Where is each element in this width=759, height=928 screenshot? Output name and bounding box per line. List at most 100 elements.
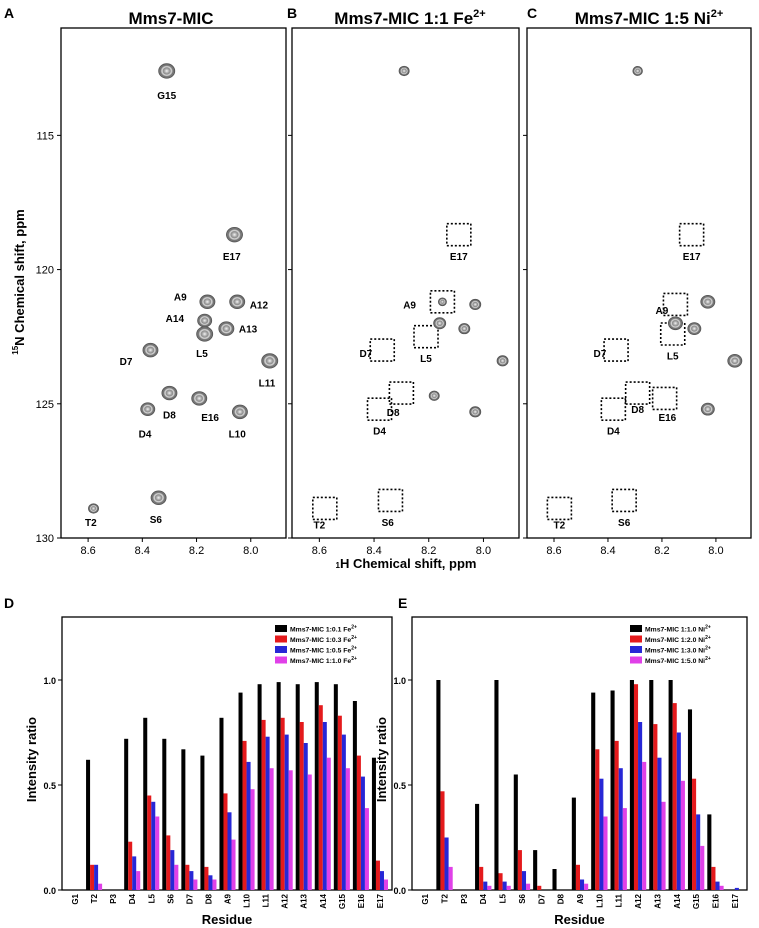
y-axis-label: Intensity ratio xyxy=(24,717,39,802)
bar-t2-series-1 xyxy=(436,680,441,890)
missing-peak-box xyxy=(678,222,705,247)
category-label: L11 xyxy=(262,893,271,907)
category-label: L10 xyxy=(243,893,252,907)
bar-t2-series-3 xyxy=(94,864,99,890)
peak-unlabeled xyxy=(727,354,743,368)
peak-d4 xyxy=(140,402,156,416)
bar-e16-series-1 xyxy=(707,814,712,890)
legend-swatch xyxy=(275,635,287,643)
missing-peak-box xyxy=(651,386,678,411)
bar-d8-series-3 xyxy=(208,875,213,890)
peak-unlabeled xyxy=(687,322,702,336)
bar-t2-series-2 xyxy=(440,791,445,890)
category-label: D4 xyxy=(479,893,488,904)
bar-d7-series-4 xyxy=(193,879,198,890)
legend-label-sup: 2+ xyxy=(351,625,357,631)
bar-a12-series-1 xyxy=(629,680,634,890)
missing-peak-box xyxy=(312,496,338,521)
bar-e16-series-1 xyxy=(352,701,357,890)
x-tick-label: 8.2 xyxy=(189,545,204,557)
peak-label: E17 xyxy=(223,252,241,263)
bar-e17-series-3 xyxy=(379,871,384,890)
missing-peak-box xyxy=(603,338,629,362)
legend-label: Mms7-MIC 1:3.0 Ni2+ xyxy=(645,646,711,655)
missing-peak-box xyxy=(366,397,393,421)
bar-t2-series-2 xyxy=(90,864,95,890)
bar-e16-series-4 xyxy=(364,808,369,890)
missing-peak-box xyxy=(388,381,415,405)
peak-contour xyxy=(222,325,231,332)
peak-label: S6 xyxy=(618,518,631,529)
panel-letter: C xyxy=(527,5,537,21)
peak-unlabeled xyxy=(469,298,482,311)
bar-l11-series-1 xyxy=(257,684,262,890)
bar-a9-series-2 xyxy=(575,864,580,890)
peak-label: L11 xyxy=(259,378,276,389)
missing-peak-box xyxy=(377,488,404,513)
category-label: G1 xyxy=(71,893,80,904)
nmr-x-axis-label-sup: 1 xyxy=(336,561,341,570)
peak-unlabeled xyxy=(700,294,716,309)
legend-label-main: Mms7-MIC 1:0.1 Fe xyxy=(290,627,351,634)
missing-peak-box xyxy=(600,397,627,421)
bar-g15-series-4 xyxy=(345,768,350,890)
x-axis-label: Residue xyxy=(554,912,605,927)
peak-contour xyxy=(440,299,445,304)
y-tick-label: 0.0 xyxy=(393,886,406,896)
bar-e17-series-4 xyxy=(383,879,388,890)
peak-contour xyxy=(236,408,244,416)
bar-l10-series-1 xyxy=(238,692,243,890)
bar-d4-series-4 xyxy=(136,871,141,890)
legend-label-main: Mms7-MIC 1:0.5 Fe xyxy=(290,648,351,655)
x-tick-label: 8.0 xyxy=(708,545,723,557)
legend-label: Mms7-MIC 1:1.0 Fe2+ xyxy=(290,656,357,665)
bar-l5-series-1 xyxy=(494,680,499,890)
peak-contour xyxy=(704,406,712,413)
legend-swatch xyxy=(275,646,287,653)
legend-label: Mms7-MIC 1:0.1 Fe2+ xyxy=(290,625,357,634)
bar-g15-series-3 xyxy=(696,814,701,890)
panel-title-main: Mms7-MIC 1:1 Fe xyxy=(334,9,473,28)
nmr-y-axis-label-sup: 15 xyxy=(11,345,20,354)
bar-d4-series-3 xyxy=(483,881,488,890)
bar-g15-series-3 xyxy=(341,734,346,890)
peak-a13 xyxy=(218,321,235,336)
bar-d4-series-4 xyxy=(487,885,492,890)
bar-a13-series-3 xyxy=(657,757,662,890)
category-label: L5 xyxy=(147,893,156,903)
bar-charts: D 0.0 0.5 1.0 G1 T2 P3 D4 L5 S6 D7 D8 A9 L10 L11 A12 A13… xyxy=(4,595,748,927)
bar-a12-series-2 xyxy=(280,717,285,890)
category-label: L5 xyxy=(499,893,508,903)
bar-g15-series-2 xyxy=(337,715,342,890)
peak-label: E17 xyxy=(683,252,701,263)
peak-contour xyxy=(230,231,239,239)
bar-l10-series-4 xyxy=(250,789,255,890)
category-label: G15 xyxy=(692,893,701,909)
bar-d7-series-2 xyxy=(185,864,190,890)
peak-label: T2 xyxy=(554,521,566,532)
bar-d7-series-2 xyxy=(537,885,542,890)
category-label: D4 xyxy=(128,893,137,904)
nmr-y-axis-label: 15N Chemical shift, ppm xyxy=(11,209,27,354)
panel-title-main: Mms7-MIC 1:5 Ni xyxy=(575,9,711,28)
bar-d4-series-2 xyxy=(128,841,133,890)
bar-a12-series-2 xyxy=(633,684,639,890)
peak-contour xyxy=(146,346,155,354)
nmr-panel-c: C Mms7-MIC 1:5 Ni2+ 8.6 8.4 8.2 8.0 E17 A9 D7 L5 D… xyxy=(523,5,752,557)
category-label: A9 xyxy=(576,893,585,904)
bar-l5-series-4 xyxy=(155,816,160,890)
bar-l5-series-1 xyxy=(143,717,148,890)
bar-t2-series-4 xyxy=(448,866,453,890)
bar-a14-series-2 xyxy=(672,703,677,890)
bar-a14-series-3 xyxy=(322,722,327,890)
peak-label: D7 xyxy=(593,349,606,360)
peak-label: L5 xyxy=(196,349,208,360)
bar-s6-series-1 xyxy=(162,738,167,890)
missing-peak-box xyxy=(624,381,651,405)
bar-d4-series-1 xyxy=(124,738,129,890)
panel-letter: E xyxy=(398,595,407,611)
bar-l10-series-2 xyxy=(595,749,600,890)
category-label: P3 xyxy=(109,893,118,903)
bar-d8-series-1 xyxy=(552,869,557,890)
